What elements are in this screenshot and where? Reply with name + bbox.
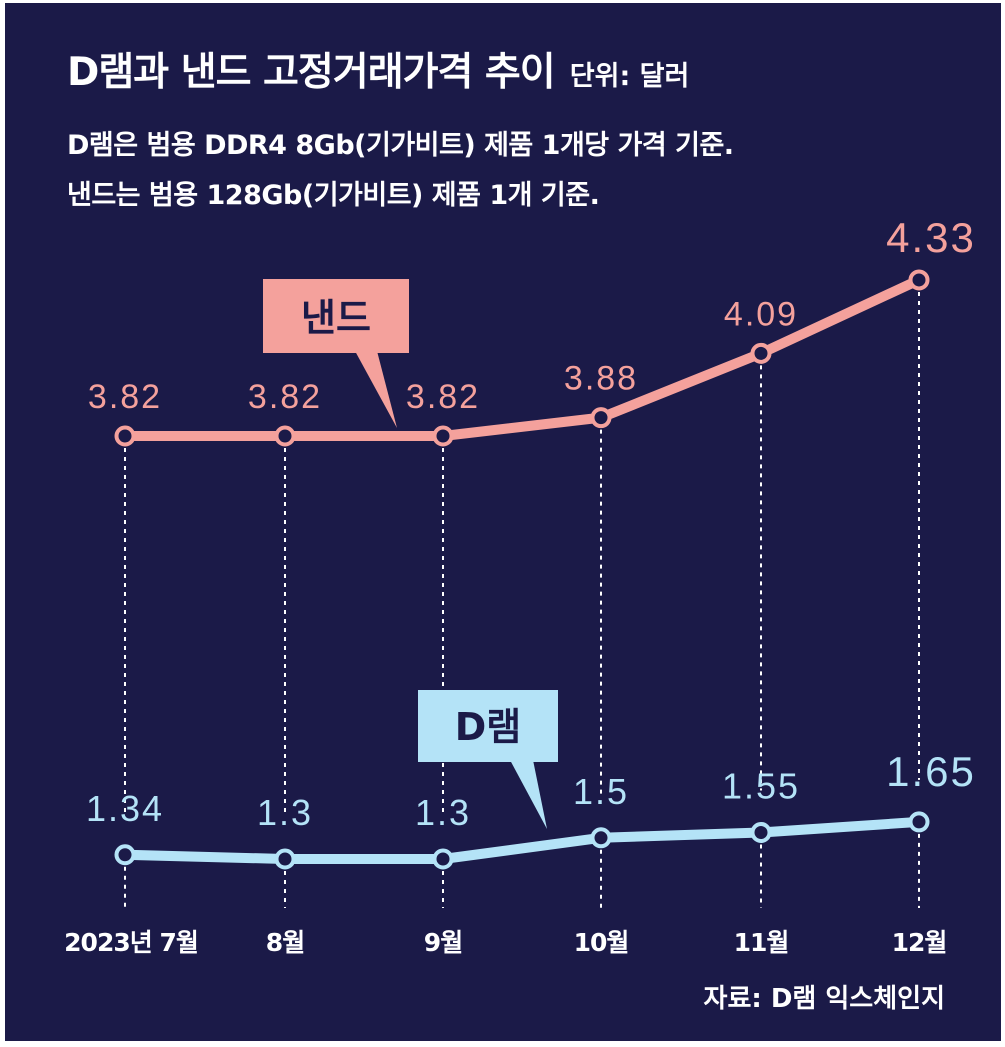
- dram-point: [908, 811, 930, 833]
- nand-callout-pointer: [355, 351, 397, 428]
- chart-title: D램과 낸드 고정거래가격 추이: [67, 50, 556, 95]
- source-note: 자료: D램 익스체인지: [703, 984, 945, 1014]
- dram-value-label: 1.55: [722, 766, 800, 807]
- line-chart: 3.82 3.82 3.82 3.88 4.09 4.33 1.34 1.3 1.3 1.5 1.5…: [64, 214, 976, 957]
- dram-callout-label: D램: [455, 705, 522, 749]
- x-tick-label: 12월: [892, 928, 947, 957]
- x-tick-label: 11월: [734, 928, 789, 957]
- dram-value-label: 1.34: [86, 788, 164, 829]
- dram-point: [432, 848, 454, 870]
- note-nand: 낸드는 범용 128Gb(기가비트) 제품 1개 기준.: [67, 180, 600, 211]
- x-tick-label: 9월: [424, 928, 462, 957]
- dram-value-label: 1.65: [886, 748, 976, 795]
- nand-value-label: 4.09: [724, 295, 798, 333]
- title-row: D램과 낸드 고정거래가격 추이 단위: 달러: [67, 41, 689, 97]
- nand-value-label: 3.82: [406, 378, 480, 416]
- x-tick-label: 10월: [574, 928, 629, 957]
- nand-point: [274, 425, 296, 447]
- note-dram: D램은 범용 DDR4 8Gb(기가비트) 제품 1개당 가격 기준.: [67, 130, 734, 161]
- infographic: D램과 낸드 고정거래가격 추이 단위: 달러 D램은 범용 DDR4 8Gb(…: [5, 3, 1001, 1041]
- dram-point: [590, 827, 612, 849]
- dram-callout-box: [418, 690, 558, 762]
- dram-value-label: 1.5: [573, 771, 629, 812]
- nand-callout-box: [263, 279, 409, 353]
- dram-series-line: [120, 816, 924, 864]
- x-tick-label: 2023년 7월: [64, 928, 198, 957]
- nand-point: [114, 425, 136, 447]
- nand-value-label: 3.82: [248, 378, 322, 416]
- dram-point: [114, 844, 136, 866]
- dram-point: [750, 822, 772, 843]
- dram-callout-pointer: [510, 760, 547, 829]
- nand-value-label: 3.88: [564, 360, 638, 398]
- nand-series-line: [120, 274, 924, 441]
- nand-point: [750, 342, 772, 364]
- x-tick-label: 8월: [266, 928, 304, 957]
- dram-value-label: 1.3: [257, 792, 313, 833]
- nand-point: [590, 407, 612, 429]
- nand-point: [908, 269, 930, 291]
- nand-value-label: 4.33: [886, 214, 976, 261]
- dram-point: [274, 848, 296, 870]
- nand-value-label: 3.82: [88, 378, 162, 416]
- unit-label: 단위: 달러: [569, 61, 690, 92]
- nand-point: [432, 425, 454, 447]
- dram-value-label: 1.3: [415, 792, 471, 833]
- nand-callout-label: 낸드: [301, 296, 371, 340]
